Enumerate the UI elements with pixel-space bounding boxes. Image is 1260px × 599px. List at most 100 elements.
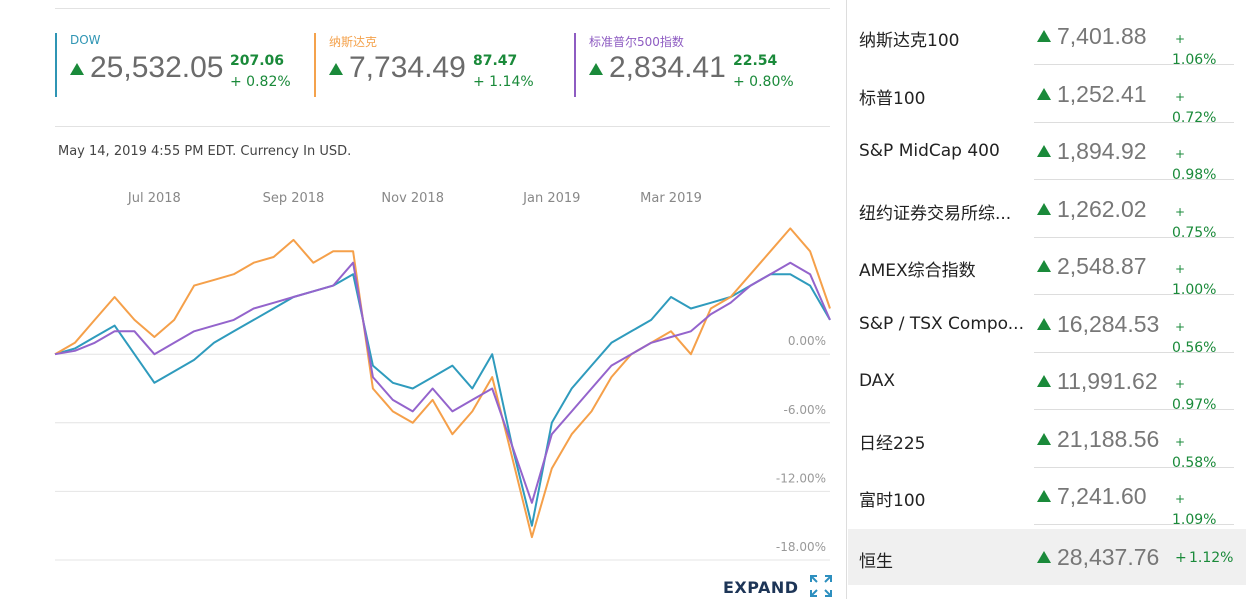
up-arrow [1037,317,1051,330]
market-row[interactable]: DAX 11,991.62 +0.97% [848,353,1246,413]
y-tick-label: -6.00% [784,403,826,417]
index-pct: + 0.80% [733,74,794,90]
up-arrow [1037,87,1051,100]
market-value-wrap: 7,241.60 [1037,483,1147,510]
market-value-wrap: 7,401.88 [1037,23,1147,50]
left-panel: DOW 25,532.05 207.06 + 0.82% 纳斯达克 7,734.49 87.… [54,8,833,598]
y-tick-label: -18.00% [776,540,826,554]
market-row[interactable]: 恒生 28,437.76 +1.12% [848,528,1246,585]
market-row[interactable]: S&P MidCap 400 1,894.92 +0.98% [848,123,1246,183]
up-arrow [1037,260,1051,272]
x-tick-label: Mar 2019 [640,191,702,206]
up-arrow [589,63,603,75]
row-divider [1034,294,1234,295]
market-name: S&P / TSX Compo... [859,313,1024,334]
index-change: 22.54 [733,53,778,69]
market-row[interactable]: 日经225 21,188.56 +0.58% [848,411,1246,471]
index-value-wrap: 2,834.41 [589,51,726,85]
index-value-wrap: 25,532.05 [70,51,223,85]
series-line [54,261,831,504]
market-name: 标普100 [859,88,926,109]
top-rule [55,8,830,9]
y-tick-label: -12.00% [776,471,826,485]
divider [55,126,830,127]
up-arrow [1037,490,1051,502]
index-value: 2,834.41 [609,51,726,84]
up-arrow [1037,145,1051,157]
market-row[interactable]: 纽约证券交易所综... 1,262.02 +0.75% [848,181,1246,241]
market-value: 1,262.02 [1057,195,1147,222]
index-change: 87.47 [473,53,518,69]
market-name: 恒生 [859,551,893,572]
market-name: AMEX综合指数 [859,261,976,281]
market-row[interactable]: 富时100 7,241.60 +1.09% [848,468,1246,528]
market-value: 2,548.87 [1057,253,1147,279]
series-line [54,273,831,527]
market-value: 7,241.60 [1057,483,1147,509]
market-sign: + [1175,319,1186,334]
market-pct: 1.09% [1172,512,1217,528]
up-arrow [1037,432,1051,445]
index-name: DOW [70,33,101,47]
index-card: DOW 25,532.05 207.06 + 0.82% [55,33,299,97]
market-value-wrap: 28,437.76 [1037,544,1159,571]
up-arrow [1037,375,1051,387]
market-name: 富时100 [859,491,926,511]
up-arrow [70,63,84,75]
market-sign: + [1175,147,1186,161]
market-sign: + [1175,204,1186,219]
expand-button[interactable]: EXPAND [723,574,833,598]
market-value: 7,401.88 [1057,23,1147,49]
market-value-wrap: 1,894.92 [1037,138,1147,165]
index-card: 纳斯达克 7,734.49 87.47 + 1.14% [314,33,558,97]
row-divider [1034,466,1234,468]
market-row[interactable]: S&P / TSX Compo... 16,284.53 +0.56% [848,296,1246,356]
row-divider [1034,179,1234,180]
market-sign: + [1175,262,1186,276]
row-divider [1034,409,1234,410]
market-sign: + [1175,492,1186,506]
up-arrow [1037,30,1051,42]
market-value-wrap: 1,252.41 [1037,81,1147,108]
market-value: 11,991.62 [1057,368,1158,394]
expand-label: EXPAND [723,578,799,597]
x-tick-label: Jul 2018 [127,191,181,206]
market-value-wrap: 2,548.87 [1037,253,1147,280]
market-pct: 1.12% [1189,549,1234,566]
market-row[interactable]: AMEX综合指数 2,548.87 +1.00% [848,238,1246,298]
market-value-wrap: 16,284.53 [1037,311,1159,338]
market-name: 纳斯达克100 [859,31,960,51]
chart: 0.00% -6.00% -12.00% -18.00% Jul 2018 Sep 201… [54,191,831,561]
index-name: 纳斯达克 [329,35,378,49]
market-name: 日经225 [859,433,926,454]
y-tick-label: 0.00% [788,334,826,348]
market-row[interactable]: 标普100 1,252.41 +0.72% [848,66,1246,126]
row-divider [1034,121,1234,123]
up-arrow [1037,202,1051,215]
index-pct: + 1.14% [473,74,534,90]
market-name: DAX [859,371,896,391]
market-row[interactable]: 纳斯达克100 7,401.88 +1.06% [848,8,1246,68]
timestamp: May 14, 2019 4:55 PM EDT. Currency In US… [58,144,352,159]
up-arrow [329,63,343,75]
x-tick-label: Sep 2018 [263,191,325,206]
market-value: 1,894.92 [1057,138,1147,164]
market-value-wrap: 11,991.62 [1037,368,1158,395]
panel-border [846,0,847,599]
row-divider [1034,236,1234,238]
index-name: 标准普尔500指数 [589,35,684,49]
row-divider [1034,64,1234,65]
market-sign: + [1175,32,1186,46]
up-arrow [1037,550,1051,563]
market-value-wrap: 1,262.02 [1037,196,1147,223]
index-value: 7,734.49 [349,51,466,84]
market-sign: + [1175,434,1186,449]
market-sign: + [1175,89,1186,104]
market-value: 21,188.56 [1057,425,1160,452]
expand-icon [809,575,832,597]
x-tick-label: Jan 2019 [522,191,580,206]
market-name: S&P MidCap 400 [859,141,1000,161]
market-value: 16,284.53 [1057,310,1160,337]
row-divider [1034,351,1234,353]
